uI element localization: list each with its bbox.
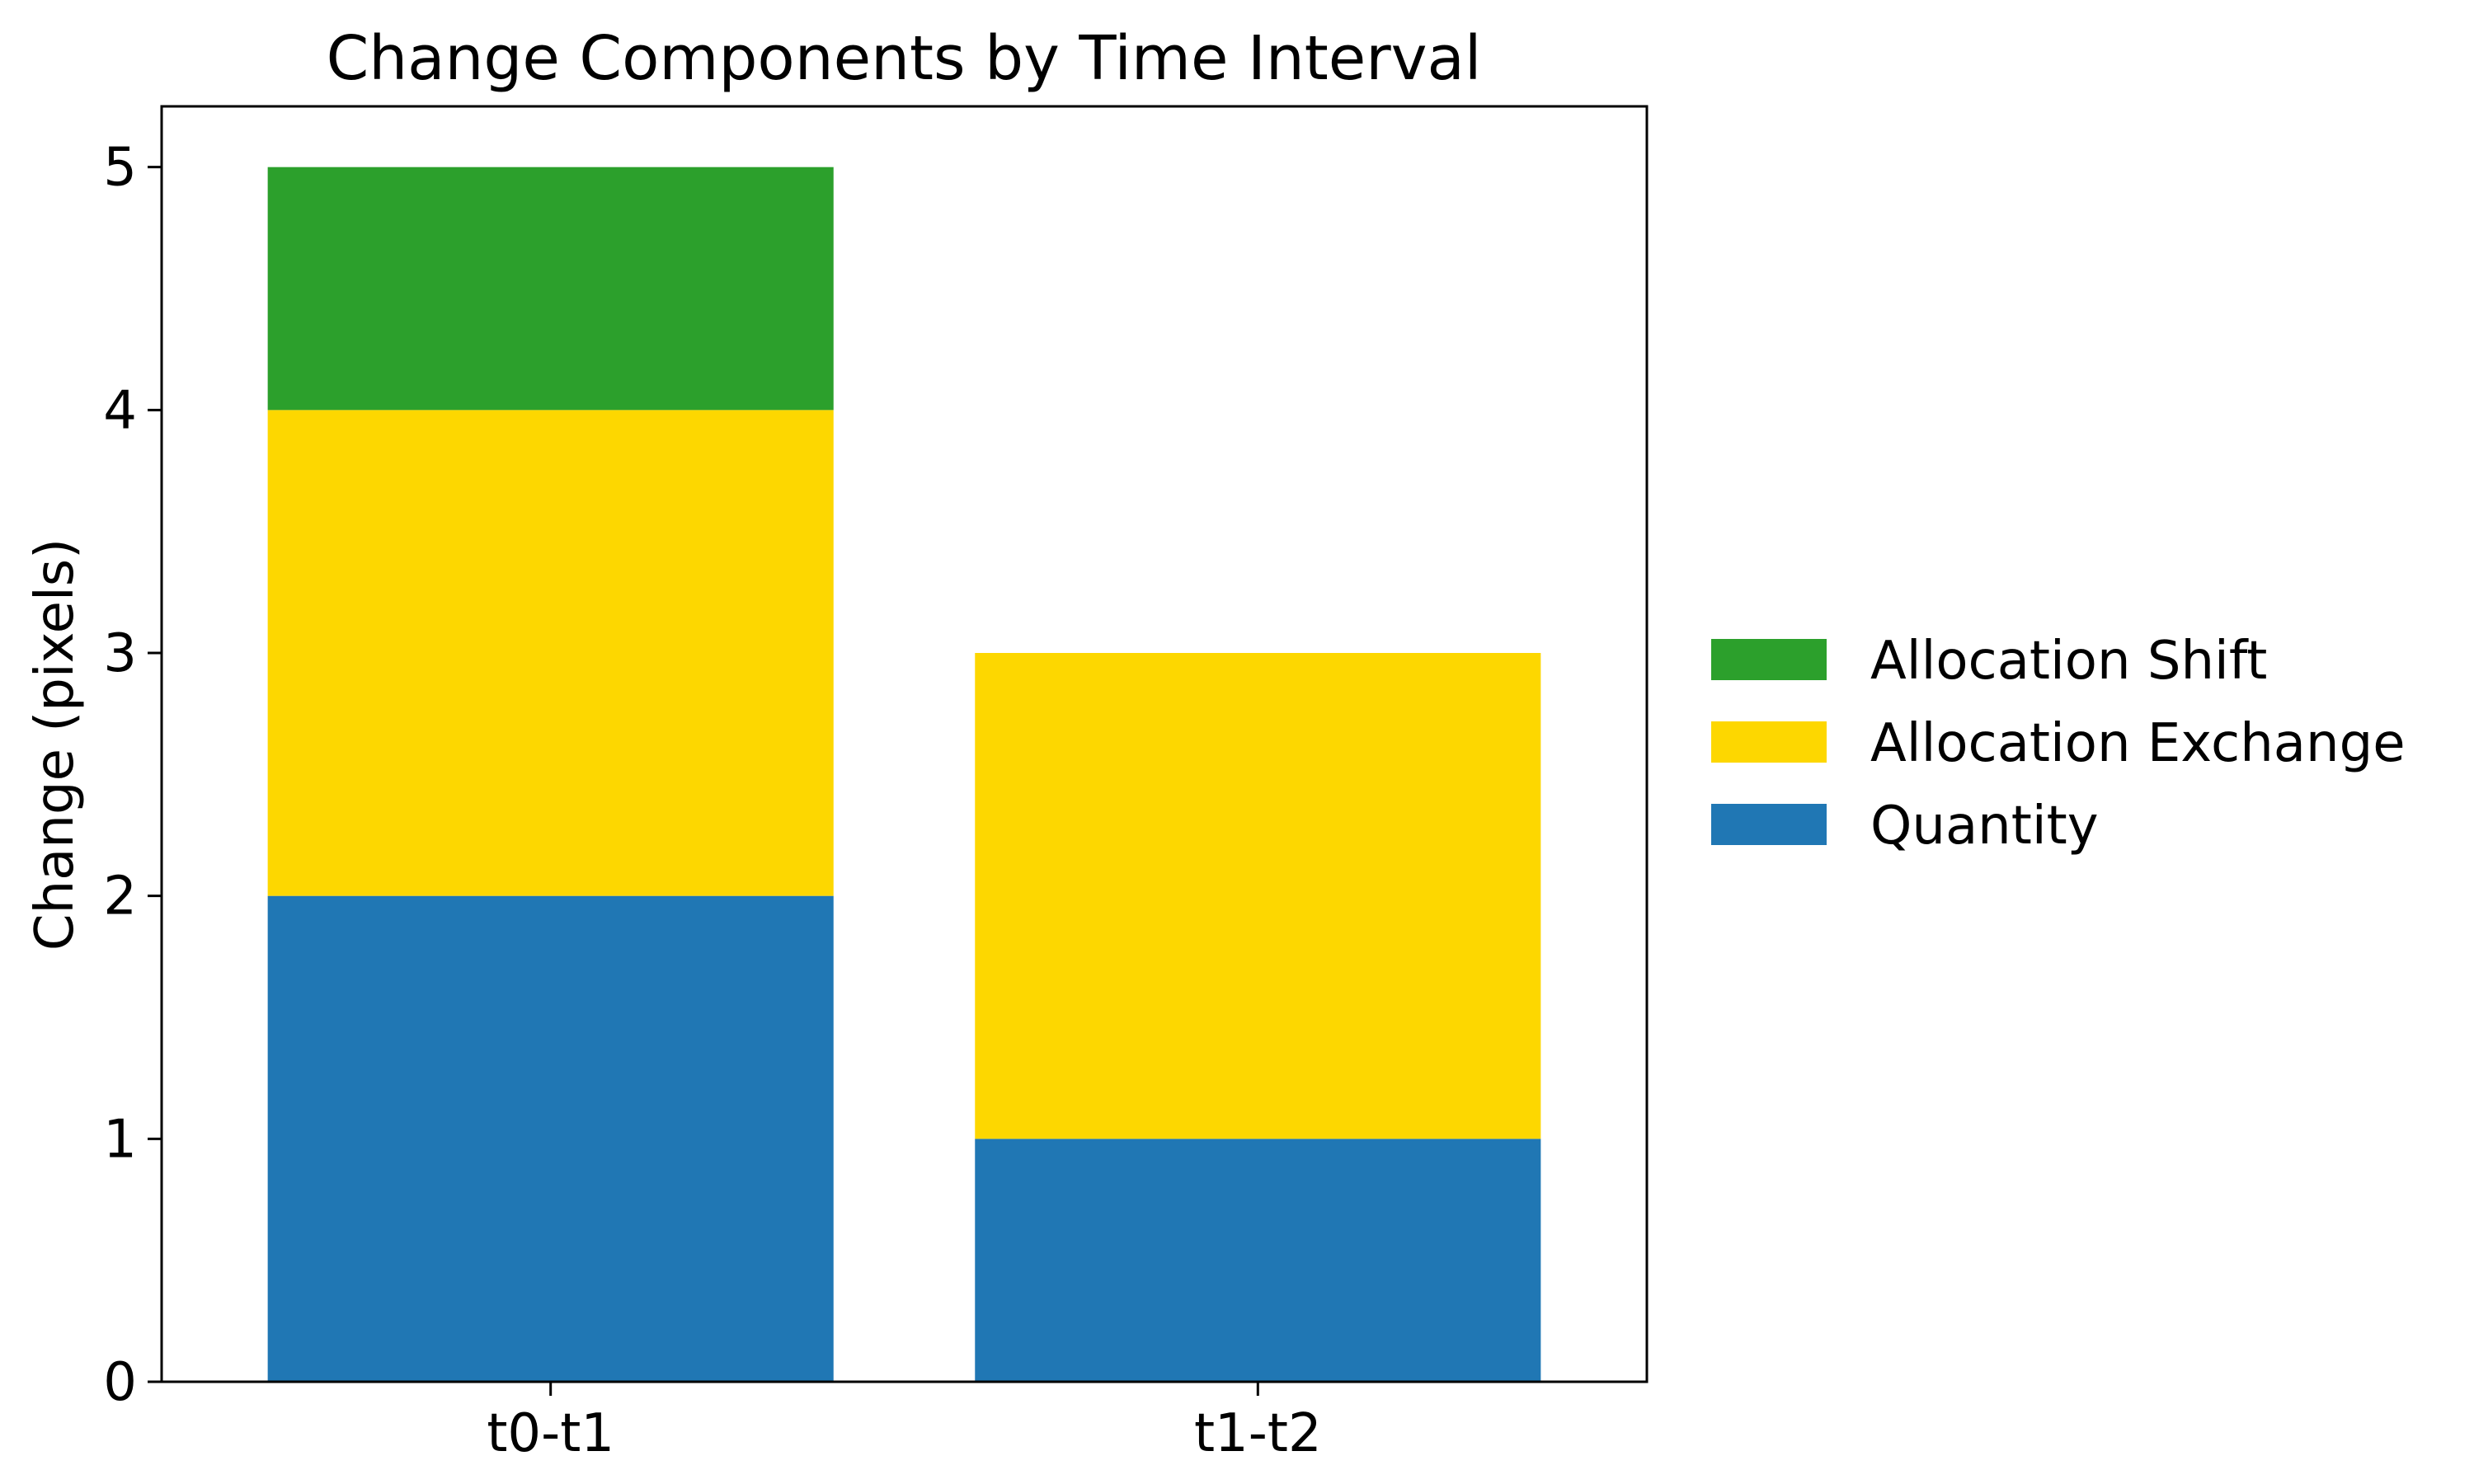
y-tick-label-5: 5	[103, 138, 137, 199]
x-tick-label-t1-t2: t1-t2	[1194, 1403, 1322, 1464]
y-axis-ticks: 0 1 2 3 4 5	[103, 138, 162, 1413]
y-tick-label-0: 0	[103, 1352, 137, 1413]
chart-title: Change Components by Time Interval	[327, 23, 1482, 94]
y-axis-label: Change (pixels)	[25, 538, 86, 951]
legend-swatch-allocation-exchange	[1711, 721, 1827, 763]
y-tick-label-1: 1	[103, 1109, 137, 1170]
bars-layer	[267, 167, 1541, 1382]
legend: Allocation Shift Allocation Exchange Quant…	[1711, 631, 2406, 857]
y-tick-label-3: 3	[103, 623, 137, 684]
y-tick-label-4: 4	[103, 380, 137, 441]
bar-quantity-t1-t2	[975, 1139, 1541, 1382]
legend-label-allocation-exchange: Allocation Exchange	[1870, 713, 2406, 774]
bar-quantity-t0-t1	[267, 895, 834, 1382]
plot-area-frame	[160, 105, 1649, 1383]
bar-allocation-shift-t0-t1	[267, 167, 834, 411]
legend-swatch-quantity	[1711, 804, 1827, 845]
x-axis-ticks: t0-t1 t1-t2	[487, 1382, 1322, 1464]
y-tick-label-2: 2	[103, 866, 137, 928]
x-tick-label-t0-t1: t0-t1	[487, 1403, 614, 1464]
legend-label-allocation-shift: Allocation Shift	[1870, 631, 2267, 692]
bar-allocation-exchange-t0-t1	[267, 410, 834, 896]
legend-label-quantity: Quantity	[1870, 796, 2099, 857]
legend-swatch-allocation-shift	[1711, 639, 1827, 680]
bar-allocation-exchange-t1-t2	[975, 653, 1541, 1139]
